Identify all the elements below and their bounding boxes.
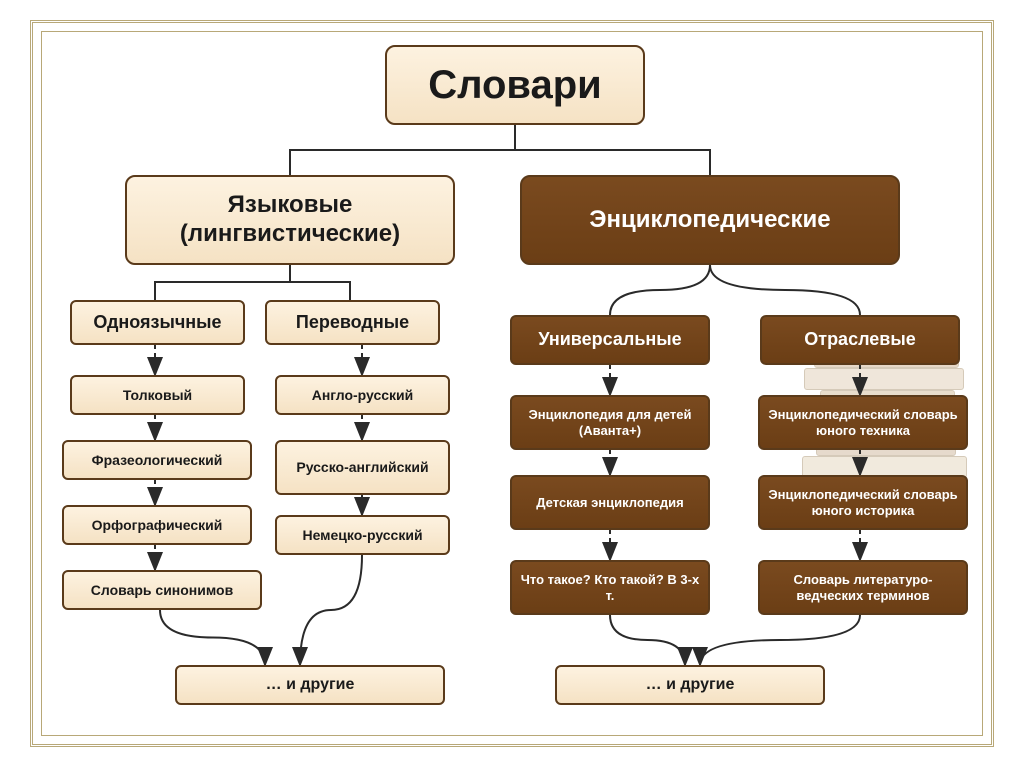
- footer-node-0: … и другие: [175, 665, 445, 705]
- leaf-node-mono-3: Словарь синонимов: [62, 570, 262, 610]
- leaf-node-branch-0: Энциклопедический словарь юного техника: [758, 395, 968, 450]
- leaf-node-trans-0: Англо-русский: [275, 375, 450, 415]
- leaf-node-univ-1: Детская энциклопедия: [510, 475, 710, 530]
- leaf-node-univ-0: Энциклопедия для детей (Аванта+): [510, 395, 710, 450]
- subcategory-node-univ: Универсальные: [510, 315, 710, 365]
- category-node-enc: Энциклопедические: [520, 175, 900, 265]
- leaf-node-trans-2: Немецко-русский: [275, 515, 450, 555]
- leaf-node-univ-2: Что такое? Кто такой? В 3-х т.: [510, 560, 710, 615]
- leaf-node-mono-0: Толковый: [70, 375, 245, 415]
- leaf-node-trans-1: Русско-английский: [275, 440, 450, 495]
- subcategory-node-mono: Одноязычные: [70, 300, 245, 345]
- subcategory-node-trans: Переводные: [265, 300, 440, 345]
- leaf-node-branch-1: Энциклопедический словарь юного историка: [758, 475, 968, 530]
- leaf-node-mono-1: Фразеологический: [62, 440, 252, 480]
- footer-node-1: … и другие: [555, 665, 825, 705]
- category-node-ling: Языковые (лингвистические): [125, 175, 455, 265]
- subcategory-node-branch: Отраслевые: [760, 315, 960, 365]
- leaf-node-branch-2: Словарь литературо-ведческих терминов: [758, 560, 968, 615]
- leaf-node-mono-2: Орфографический: [62, 505, 252, 545]
- root-node: Словари: [385, 45, 645, 125]
